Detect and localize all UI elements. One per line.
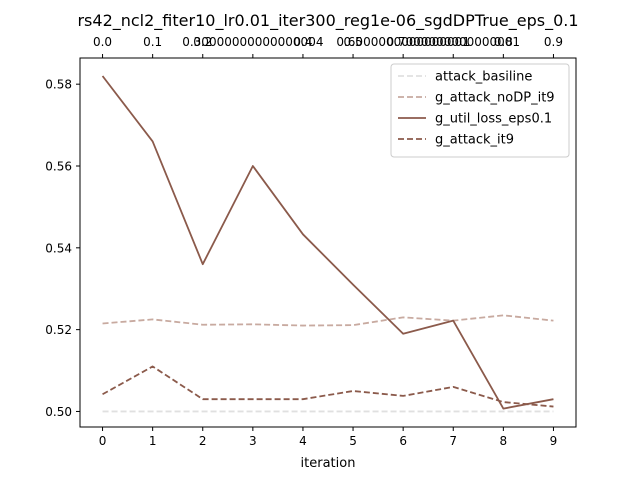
top-x-tick-label: 0.2 — [193, 35, 212, 49]
x-tick-label: 9 — [550, 434, 558, 448]
chart-title: rs42_ncl2_fiter10_lr0.01_iter300_reg1e-0… — [77, 11, 578, 31]
series-layer — [101, 75, 554, 413]
y-tick-label: 0.56 — [45, 160, 72, 174]
top-x-tick-label: 0.7000000000000001 — [386, 35, 520, 49]
y-tick-label: 0.58 — [45, 78, 72, 92]
legend-label: g_util_loss_eps0.1 — [435, 112, 552, 127]
bottom-x-axis: 0 1 2 3 4 5 6 7 8 9 — [99, 427, 558, 448]
x-tick-label: 0 — [99, 434, 107, 448]
top-x-tick-label: 0.9 — [544, 35, 563, 49]
legend-label: attack_basiline — [435, 70, 532, 85]
x-tick-label: 4 — [299, 434, 307, 448]
legend-box — [390, 63, 570, 158]
x-tick-label: 7 — [449, 434, 457, 448]
x-axis-label: iteration — [301, 456, 356, 471]
top-x-tick-label: 0.1 — [143, 35, 162, 49]
x-tick-label: 6 — [399, 434, 407, 448]
y-tick-label: 0.50 — [45, 405, 72, 419]
top-x-tick-label: 0.5 — [344, 35, 363, 49]
legend-label: g_attack_noDP_it9 — [435, 91, 555, 106]
legend-label: g_attack_it9 — [435, 133, 514, 148]
x-tick-label: 1 — [149, 434, 157, 448]
x-tick-label: 2 — [199, 434, 207, 448]
top-x-tick-label: 0.4 — [293, 35, 312, 49]
y-axis: 0.50 0.52 0.54 0.56 0.58 — [45, 78, 80, 419]
y-tick-label: 0.52 — [45, 323, 72, 337]
y-tick-label: 0.54 — [45, 241, 72, 255]
series-line-3 — [101, 75, 554, 410]
top-x-tick-label: 0.6000000000000001 — [336, 35, 470, 49]
top-x-tick-label: 0.0 — [93, 35, 112, 49]
top-x-tick-label: 0.8 — [494, 35, 513, 49]
series-line-2 — [102, 314, 554, 327]
legend: attack_basiline g_attack_noDP_it9 g_util_l… — [390, 63, 570, 158]
x-tick-label: 3 — [249, 434, 257, 448]
x-tick-label: 8 — [500, 434, 508, 448]
x-tick-label: 5 — [349, 434, 357, 448]
top-x-tick-label: 0.30000000000000004 — [182, 35, 323, 49]
